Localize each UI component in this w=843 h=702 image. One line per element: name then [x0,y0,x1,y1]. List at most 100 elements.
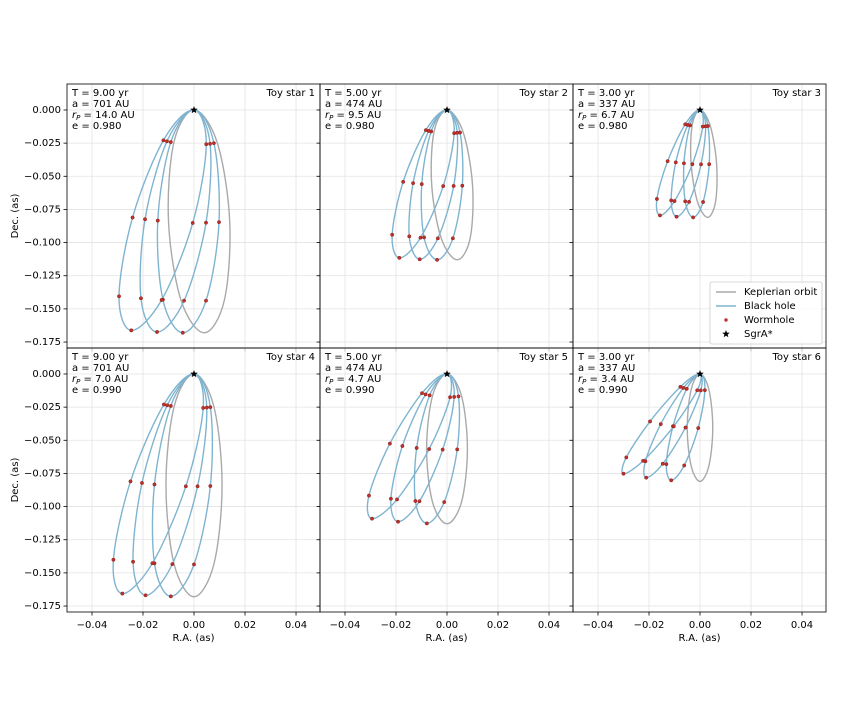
orbit-dot [427,447,432,451]
annotation: a = 337 AU [578,99,635,110]
star-marker [696,369,704,378]
orbit-dot [655,197,659,201]
orbit-dot [159,298,164,302]
orbit-dot [204,142,209,147]
orbit-dot [648,419,652,424]
panel: −0.04 −0.02 0.00 0.02 0.04 Toy star 6 T = 3.00… [569,347,827,644]
orbit-dot [168,140,173,144]
orbit-dot [180,330,185,335]
orbit-dot [204,220,208,225]
orbit-dot [455,130,460,135]
annotation-text: = 9.5 AU [333,110,381,121]
orbit-dot [682,161,686,166]
panel-title: Toy star 5 [518,352,568,363]
orbit-dot [683,122,688,127]
orbit-dot [130,215,135,220]
plot-area [117,109,231,335]
orbit-dot [700,124,705,129]
y-axis-label: Dec. (as) [10,193,21,238]
x-tick-label: 0.00 [436,620,458,631]
x-tick-label: 0.04 [285,620,307,631]
orbit-dot [417,499,422,504]
orbit-dot [143,217,147,222]
x-tick-label: 0.02 [740,620,762,631]
orbit-dot [370,516,374,521]
orbit-dot [435,257,439,262]
orbit-dot [195,484,200,489]
orbit-dot [204,405,209,410]
orbit-line [165,373,223,598]
orbit-dot [208,405,213,410]
annotation: e = 0.980 [578,121,628,132]
orbit-dot [390,232,395,237]
orbit-dot [208,141,212,146]
annotation-symbol: r [325,374,330,385]
orbit-line [686,373,714,483]
panel-title: Toy star 4 [265,352,315,363]
annotation-text: = 3.4 AU [586,374,634,385]
annotation: a = 701 AU [72,99,129,110]
orbit-dot [696,426,701,430]
orbit-dot [671,424,676,429]
x-tick-label: −0.04 [77,620,108,631]
legend-label: Black hole [744,301,796,312]
orbit-dot [117,294,121,299]
annotation-text: = 6.7 AU [586,110,634,121]
panel: −0.04 −0.02 0.00 0.02 0.04 0.000 −0.025 −0.050 −… [10,347,321,644]
orbit-dot [407,234,412,239]
annotation: e = 0.990 [325,385,375,396]
orbit-dot [201,406,206,410]
orbit-dot [672,199,677,203]
orbit-dot [641,458,646,463]
y-tick-label: −0.050 [24,171,61,182]
orbit-dot [367,493,371,498]
orbit-dot [456,394,461,399]
orbit-dot [401,179,406,184]
orbit-dot [673,160,678,165]
star-marker [696,105,704,114]
x-tick-label: −0.04 [330,620,361,631]
orbit-dot [420,391,424,396]
orbit-dot [389,496,393,501]
orbit-dot [442,500,447,504]
orbit-dot [417,257,422,262]
orbit-dot [435,236,440,241]
orbit-dot [212,141,216,146]
y-tick-label: −0.150 [24,568,61,579]
orbit-dot [427,393,432,398]
annotation: T = 3.00 yr [577,88,635,99]
annotation: T = 5.00 yr [324,352,382,363]
orbit-dot [698,388,703,393]
orbit-dot [168,594,173,599]
annotation: rP = 3.4 AU [578,374,634,386]
orbit-dot [155,218,160,223]
panel-title: Toy star 2 [518,88,568,99]
orbit-dot [183,484,188,489]
orbit-dot [217,220,221,225]
annotation: rP = 6.7 AU [578,110,634,122]
x-tick-label: −0.02 [128,620,159,631]
orbit-dot [683,199,688,204]
annotation: T = 5.00 yr [324,88,382,99]
legend-label: Keplerian orbit [744,287,817,298]
x-tick-label: 0.00 [689,620,711,631]
annotation: rP = 7.0 AU [72,374,128,386]
orbit-dot [701,200,705,204]
annotation-symbol: r [325,110,330,121]
y-tick-label: −0.025 [24,402,61,413]
annotation-subscript: P [329,378,334,386]
orbit-dot [452,131,457,136]
legend-box [709,281,823,345]
legend-label: SgrA* [744,329,773,340]
annotation-subscript: P [329,114,334,122]
orbit-dot [192,562,196,567]
orbit-dot [660,461,665,466]
orbit-dot [423,128,428,133]
orbit-dot [664,462,669,467]
orbit-dot [690,162,695,167]
annotation-subscript: P [582,378,587,386]
annotation-symbol: r [72,110,77,121]
orbit-dot [411,181,415,186]
annotation-subscript: P [76,378,81,386]
